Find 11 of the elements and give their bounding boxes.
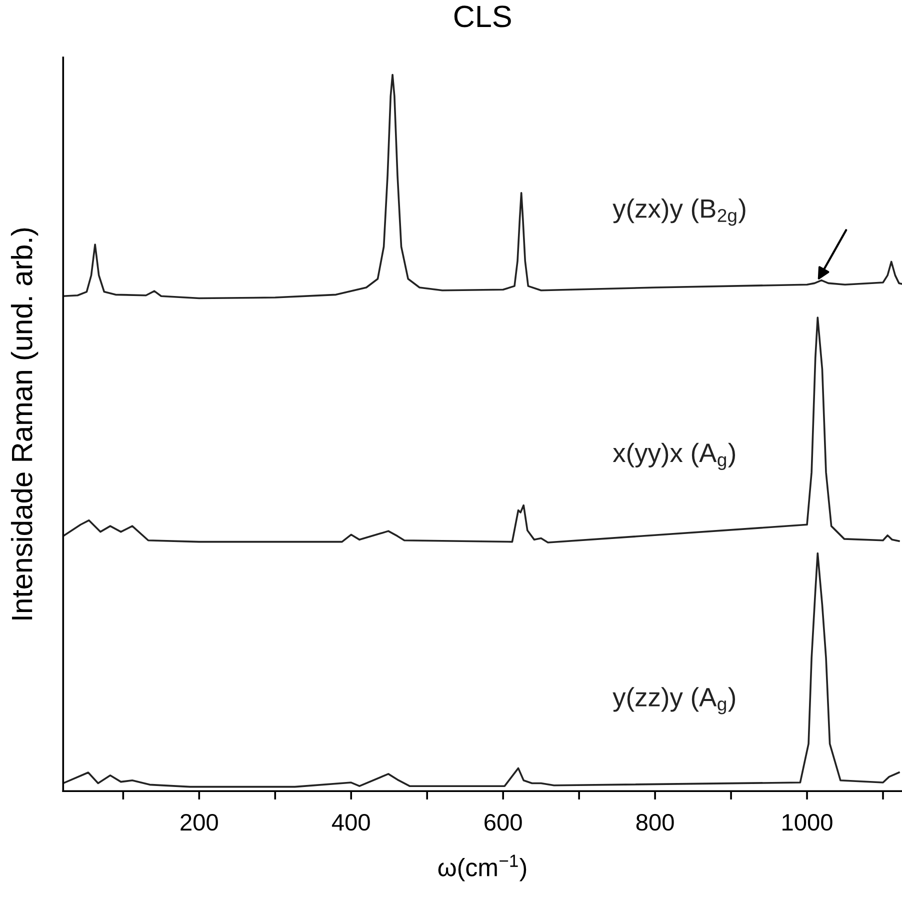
x-tick-label: 800 — [636, 814, 674, 831]
x-axis-title: ω(cm$^{−1}$) — [438, 854, 526, 882]
x-tick-label: 600 — [484, 814, 522, 831]
x-tick-label: 200 — [180, 814, 218, 831]
x-tick-label: 400 — [332, 814, 370, 831]
text: x(yy)x (A$_{g}$) — [612, 442, 736, 470]
chart-title: CLS — [454, 6, 511, 28]
text: y(zx)y (B$_{2g}$) — [612, 198, 746, 226]
text: y(zz)y (A$_{g}$) — [612, 687, 736, 714]
y-axis-title: Intensidade Raman (und. arb.) — [10, 228, 38, 620]
x-tick-label: 1000 — [782, 814, 832, 831]
